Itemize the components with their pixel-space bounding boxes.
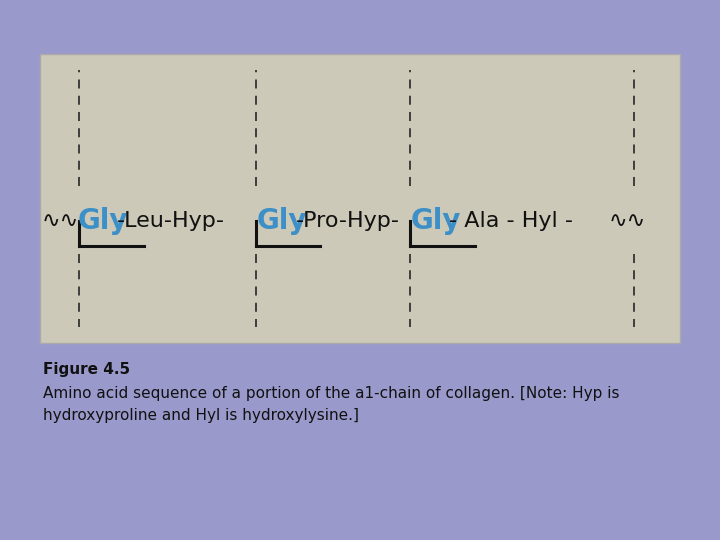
Text: Figure 4.5: Figure 4.5	[43, 362, 130, 377]
Text: -Leu-Hyp-: -Leu-Hyp-	[117, 211, 225, 232]
FancyBboxPatch shape	[40, 54, 680, 343]
Text: Amino acid sequence of a portion of the a1-chain of collagen. [Note: Hyp is: Amino acid sequence of a portion of the …	[43, 386, 620, 401]
Text: - Ala - Hyl -: - Ala - Hyl -	[449, 211, 572, 232]
Text: ∿∿: ∿∿	[608, 211, 646, 232]
Text: Gly: Gly	[78, 207, 128, 235]
Text: ∿∿: ∿∿	[42, 211, 79, 232]
Text: Gly: Gly	[411, 207, 462, 235]
Text: -Pro-Hyp-: -Pro-Hyp-	[296, 211, 400, 232]
Text: hydroxyproline and Hyl is hydroxylysine.]: hydroxyproline and Hyl is hydroxylysine.…	[43, 408, 359, 423]
Text: Gly: Gly	[256, 207, 307, 235]
